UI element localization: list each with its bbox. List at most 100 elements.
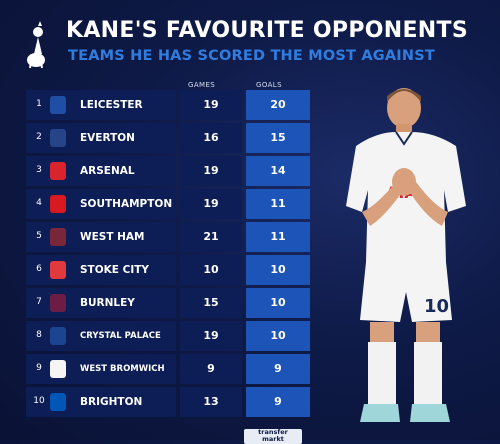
transfermarkt-logo: transfer markt [244, 429, 302, 444]
games-cell: 19 [180, 90, 242, 120]
player-photo: AIA 10 [346, 88, 466, 422]
games-value: 19 [203, 197, 219, 210]
crystal-palace-crest-icon [50, 327, 66, 345]
team-cell: 2 EVERTON [26, 123, 176, 153]
games-column-header: GAMES [188, 81, 216, 89]
goals-value: 9 [274, 395, 282, 408]
west-ham-crest-icon [50, 228, 66, 246]
games-cell: 16 [180, 123, 242, 153]
tottenham-crest-icon [27, 21, 45, 69]
goals-cell: 10 [246, 321, 310, 351]
table-row: 3 ARSENAL 19 14 [26, 156, 310, 186]
games-cell: 21 [180, 222, 242, 252]
rank-number: 2 [36, 132, 42, 142]
team-cell: 7 BURNLEY [26, 288, 176, 318]
goals-cell: 20 [246, 90, 310, 120]
leicester-crest-icon [50, 96, 66, 114]
goals-cell: 11 [246, 189, 310, 219]
goals-value: 9 [274, 362, 282, 375]
goals-value: 10 [270, 296, 286, 309]
team-cell: 8 CRYSTAL PALACE [26, 321, 176, 351]
team-name: BRIGHTON [80, 396, 143, 408]
infographic: KANE'S FAVOURITE OPPONENTS TEAMS HE HAS … [8, 6, 492, 444]
rank-number: 9 [36, 363, 42, 373]
goals-value: 10 [270, 329, 286, 342]
rank-number: 6 [36, 264, 42, 274]
stoke-crest-icon [50, 261, 66, 279]
rank-number: 4 [36, 198, 42, 208]
rank-number: 3 [36, 165, 42, 175]
burnley-crest-icon [50, 294, 66, 312]
team-cell: 1 LEICESTER [26, 90, 176, 120]
team-name: ARSENAL [80, 165, 135, 177]
games-value: 21 [203, 230, 219, 243]
games-cell: 9 [180, 354, 242, 384]
team-name: LEICESTER [80, 99, 143, 111]
games-value: 13 [203, 395, 219, 408]
west-brom-crest-icon [50, 360, 66, 378]
games-value: 10 [203, 263, 219, 276]
games-value: 19 [203, 98, 219, 111]
table-row: 5 WEST HAM 21 11 [26, 222, 310, 252]
team-cell: 3 ARSENAL [26, 156, 176, 186]
table-row: 8 CRYSTAL PALACE 19 10 [26, 321, 310, 351]
table-row: 1 LEICESTER 19 20 [26, 90, 310, 120]
goals-cell: 14 [246, 156, 310, 186]
goals-column-header: GOALS [256, 81, 282, 89]
games-cell: 19 [180, 156, 242, 186]
table-row: 10 BRIGHTON 13 9 [26, 387, 310, 417]
page-subtitle: TEAMS HE HAS SCORED THE MOST AGAINST [68, 48, 435, 64]
rank-number: 1 [36, 99, 42, 109]
team-cell: 5 WEST HAM [26, 222, 176, 252]
goals-value: 15 [270, 131, 286, 144]
table-row: 4 SOUTHAMPTON 19 11 [26, 189, 310, 219]
everton-crest-icon [50, 129, 66, 147]
goals-cell: 9 [246, 387, 310, 417]
brighton-crest-icon [50, 393, 66, 411]
goals-value: 11 [270, 197, 286, 210]
transfermarkt-logo-line2: markt [262, 435, 284, 443]
games-value: 16 [203, 131, 219, 144]
games-cell: 19 [180, 321, 242, 351]
goals-value: 10 [270, 263, 286, 276]
team-cell: 4 SOUTHAMPTON [26, 189, 176, 219]
games-value: 19 [203, 164, 219, 177]
table-row: 6 STOKE CITY 10 10 [26, 255, 310, 285]
team-name: EVERTON [80, 132, 135, 144]
team-name: WEST HAM [80, 231, 145, 243]
rank-number: 5 [36, 231, 42, 241]
team-cell: 9 WEST BROMWICH [26, 354, 176, 384]
team-name: SOUTHAMPTON [80, 198, 173, 210]
rank-number: 7 [36, 297, 42, 307]
team-cell: 6 STOKE CITY [26, 255, 176, 285]
arsenal-crest-icon [50, 162, 66, 180]
games-value: 19 [203, 329, 219, 342]
team-name: WEST BROMWICH [80, 364, 165, 374]
games-cell: 10 [180, 255, 242, 285]
games-value: 15 [203, 296, 219, 309]
goals-cell: 9 [246, 354, 310, 384]
goals-cell: 10 [246, 288, 310, 318]
table-row: 7 BURNLEY 15 10 [26, 288, 310, 318]
team-name: STOKE CITY [80, 264, 149, 276]
transfermarkt-logo-line1: transfer [258, 428, 288, 436]
games-value: 9 [207, 362, 215, 375]
games-cell: 15 [180, 288, 242, 318]
goals-cell: 11 [246, 222, 310, 252]
table-row: 2 EVERTON 16 15 [26, 123, 310, 153]
page-title: KANE'S FAVOURITE OPPONENTS [66, 18, 468, 43]
southampton-crest-icon [50, 195, 66, 213]
goals-value: 20 [270, 98, 286, 111]
team-name: CRYSTAL PALACE [80, 331, 161, 341]
rank-number: 8 [36, 330, 42, 340]
team-name: BURNLEY [80, 297, 135, 309]
goals-cell: 10 [246, 255, 310, 285]
goals-value: 11 [270, 230, 286, 243]
games-cell: 13 [180, 387, 242, 417]
table-row: 9 WEST BROMWICH 9 9 [26, 354, 310, 384]
team-cell: 10 BRIGHTON [26, 387, 176, 417]
games-cell: 19 [180, 189, 242, 219]
goals-cell: 15 [246, 123, 310, 153]
goals-value: 14 [270, 164, 286, 177]
rank-number: 10 [33, 396, 45, 406]
